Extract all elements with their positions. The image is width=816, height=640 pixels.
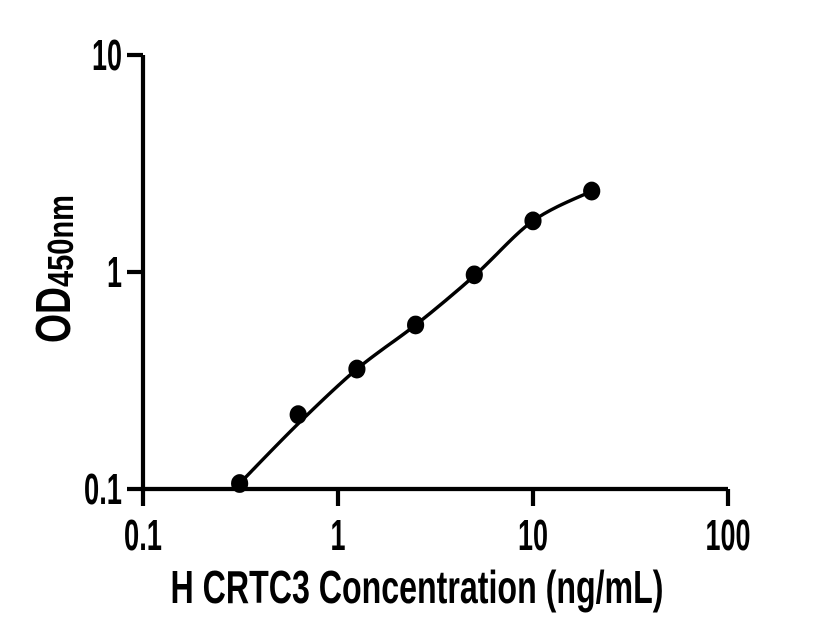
y-axis-title: OD450nm bbox=[27, 195, 81, 343]
data-point bbox=[289, 405, 307, 425]
x-tick-label: 1 bbox=[331, 511, 346, 560]
data-point bbox=[465, 265, 483, 285]
data-point bbox=[524, 211, 542, 231]
x-axis-title: H CRTC3 Concentration (ng/mL) bbox=[171, 561, 664, 613]
fit-curve bbox=[237, 189, 594, 486]
y-tick-label: 1 bbox=[107, 248, 122, 297]
y-axis-title-main: OD bbox=[27, 287, 81, 343]
y-axis-title-subscript: 450nm bbox=[40, 195, 81, 287]
x-tick-label: 100 bbox=[706, 511, 751, 560]
y-tick-label: 10 bbox=[92, 31, 122, 80]
x-tick-label: 10 bbox=[518, 511, 548, 560]
data-point bbox=[406, 315, 425, 335]
plot-layer: 0.1 1 10 100 10 1 0.1 bbox=[84, 31, 751, 560]
data-point bbox=[348, 359, 366, 379]
y-tick-label: 0.1 bbox=[84, 465, 122, 514]
x-tick-label: 0.1 bbox=[124, 511, 162, 560]
data-point bbox=[583, 181, 601, 201]
data-point bbox=[231, 474, 249, 493]
